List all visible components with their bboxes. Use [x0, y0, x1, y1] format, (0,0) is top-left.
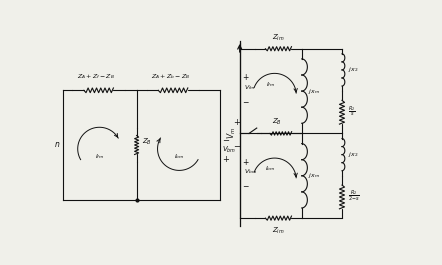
Text: $V_{bm}$: $V_{bm}$ [222, 144, 236, 155]
Text: $+$: $+$ [242, 157, 250, 167]
Text: $-$: $-$ [222, 134, 230, 143]
Text: $Z_B$: $Z_B$ [142, 137, 152, 147]
Text: $jx_m$: $jx_m$ [308, 87, 320, 96]
Text: $jx_2$: $jx_2$ [348, 65, 358, 74]
Text: $I_{bm}$: $I_{bm}$ [265, 165, 276, 174]
Text: $Z_A+Z_b-Z_B$: $Z_A+Z_b-Z_B$ [151, 72, 190, 81]
Text: $jx_m$: $jx_m$ [308, 171, 320, 180]
Text: $Z_{im}$: $Z_{im}$ [272, 226, 285, 236]
Text: $+$: $+$ [242, 72, 250, 82]
Text: $\frac{R_2}{s}$: $\frac{R_2}{s}$ [348, 105, 356, 120]
Text: $+$: $+$ [222, 154, 230, 164]
Text: $n$: $n$ [54, 140, 61, 149]
Text: $-$: $-$ [242, 96, 250, 105]
Text: $I_{fm}$: $I_{fm}$ [266, 80, 275, 89]
Text: $-$: $-$ [242, 180, 250, 189]
Text: $V_m$: $V_m$ [226, 127, 238, 139]
Text: $Z_{im}$: $Z_{im}$ [272, 32, 285, 43]
Text: $Z_B$: $Z_B$ [272, 116, 282, 126]
Text: $\frac{R_2}{2{-}s}$: $\frac{R_2}{2{-}s}$ [348, 189, 360, 205]
Text: $V_{fm}$: $V_{fm}$ [244, 83, 256, 92]
Text: $-$: $-$ [232, 140, 240, 149]
Text: $jx_2$: $jx_2$ [348, 150, 358, 159]
Text: $Z_A+Z_f-Z_B$: $Z_A+Z_f-Z_B$ [77, 72, 115, 81]
Text: $V_{bm}$: $V_{bm}$ [244, 167, 257, 176]
Text: $I_{bm}$: $I_{bm}$ [174, 152, 185, 161]
Text: $+$: $+$ [232, 117, 240, 127]
Text: $I_{fm}$: $I_{fm}$ [95, 152, 104, 161]
